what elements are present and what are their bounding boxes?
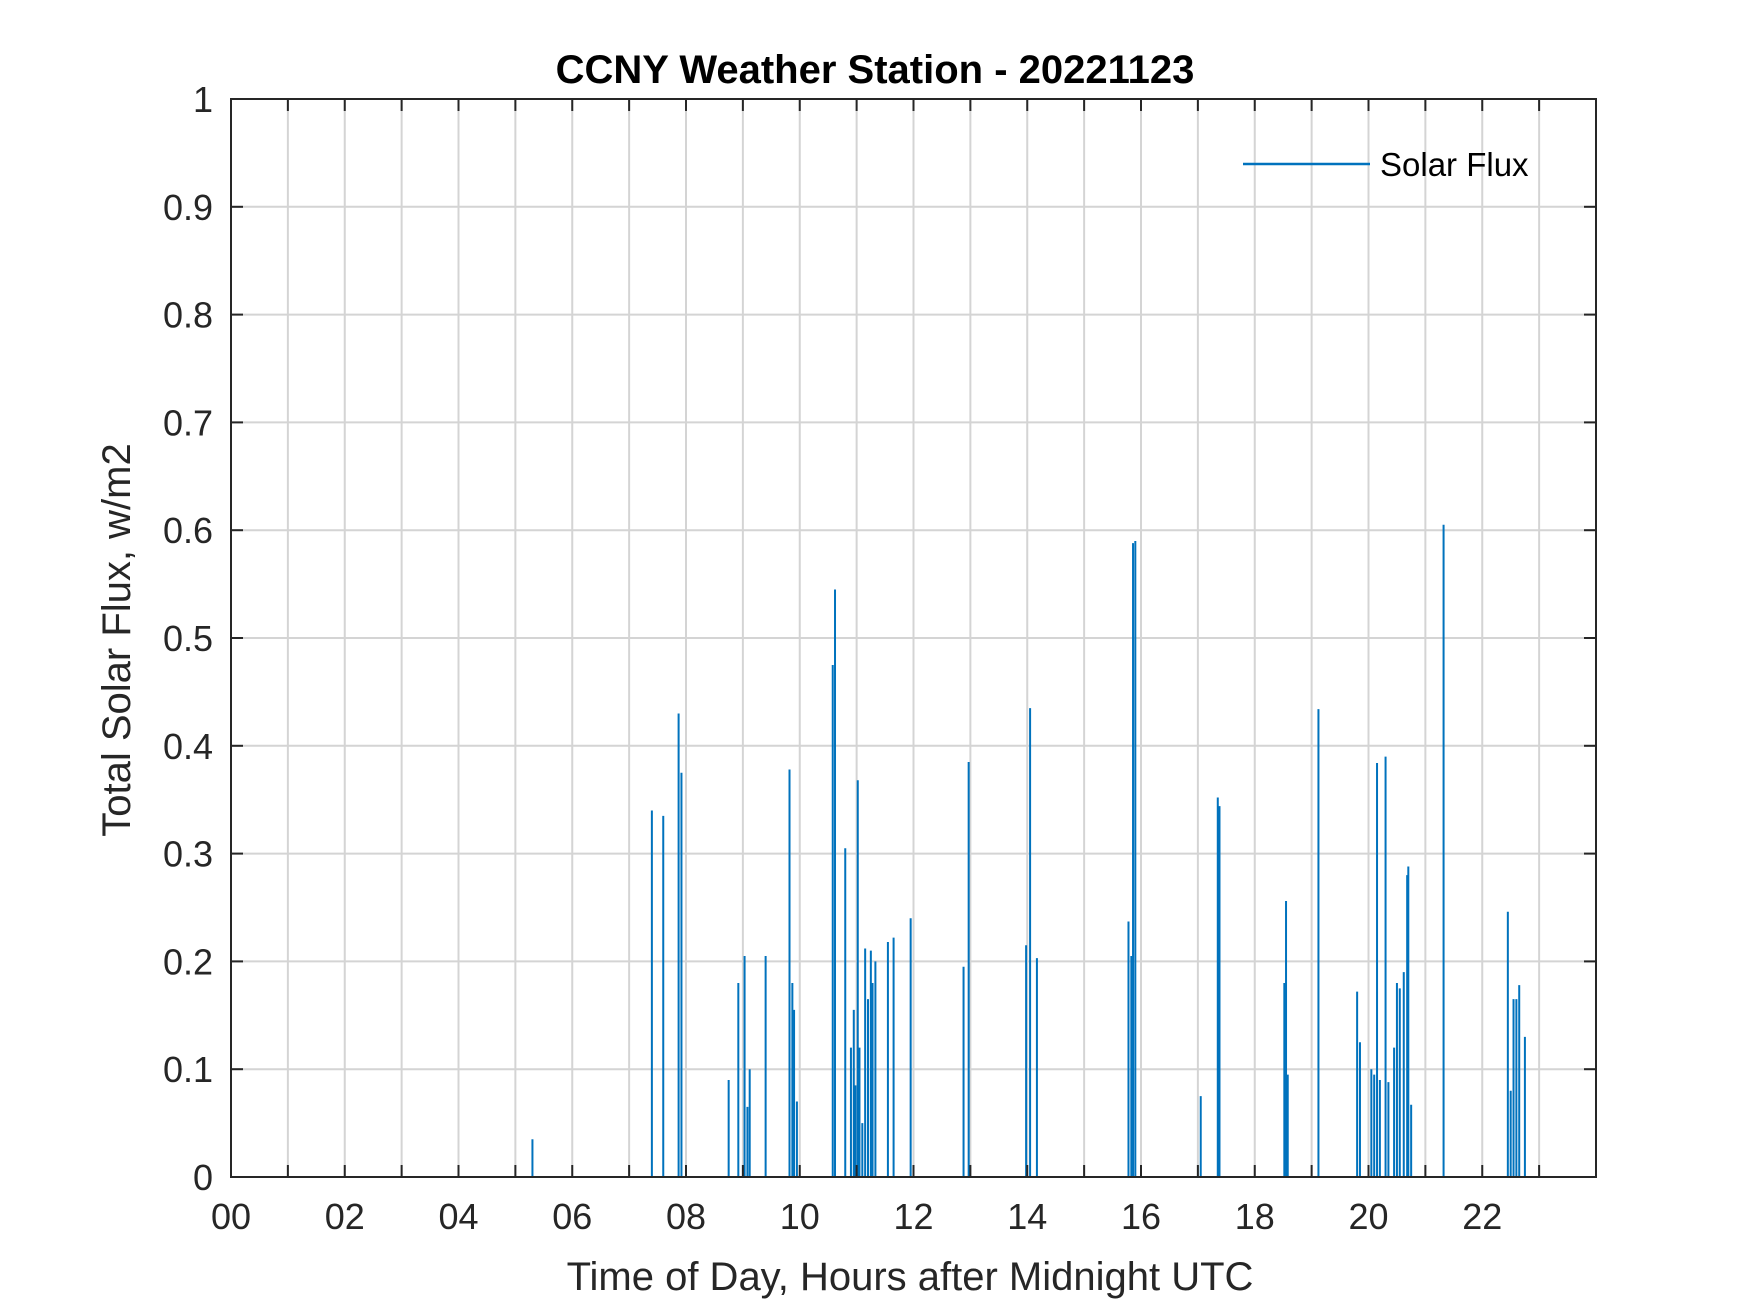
data-bars <box>531 524 1526 1177</box>
x-tick-label: 00 <box>211 1196 251 1237</box>
y-tick-label: 0.4 <box>163 726 213 767</box>
x-tick-label: 08 <box>666 1196 706 1237</box>
y-tick-label: 0.9 <box>163 187 213 228</box>
y-tick-label: 0.7 <box>163 402 213 443</box>
x-tick-label: 06 <box>552 1196 592 1237</box>
legend-label-solar-flux: Solar Flux <box>1380 146 1529 183</box>
y-tick-labels: 0 0.1 0.2 0.3 0.4 0.5 0.6 0.7 0.8 0.9 1 <box>163 79 213 1198</box>
x-axis-label: Time of Day, Hours after Midnight UTC <box>567 1255 1254 1299</box>
x-tick-labels: 00 02 04 06 08 10 12 14 16 18 20 22 <box>211 1196 1502 1237</box>
x-tick-label: 02 <box>325 1196 365 1237</box>
x-tick-label: 04 <box>438 1196 478 1237</box>
y-tick-label: 0.8 <box>163 295 213 336</box>
y-tick-label: 0.5 <box>163 618 213 659</box>
x-tick-label: 12 <box>893 1196 933 1237</box>
x-tick-label: 20 <box>1348 1196 1388 1237</box>
x-tick-label: 18 <box>1235 1196 1275 1237</box>
y-axis-label: Total Solar Flux, w/m2 <box>95 443 139 836</box>
y-tick-label: 0.2 <box>163 941 213 982</box>
y-tick-label: 1 <box>193 79 213 120</box>
grid-lines <box>231 99 1596 1177</box>
x-tick-label: 16 <box>1121 1196 1161 1237</box>
x-tick-label: 14 <box>1007 1196 1047 1237</box>
legend: Solar Flux <box>1243 146 1529 183</box>
y-tick-label: 0.6 <box>163 510 213 551</box>
y-tick-label: 0.3 <box>163 834 213 875</box>
tick-marks <box>231 98 1596 1178</box>
chart-title: CCNY Weather Station - 20221123 <box>556 48 1195 92</box>
x-tick-label: 22 <box>1462 1196 1502 1237</box>
y-tick-label: 0.1 <box>163 1049 213 1090</box>
x-tick-label: 10 <box>780 1196 820 1237</box>
y-tick-label: 0 <box>193 1157 213 1198</box>
